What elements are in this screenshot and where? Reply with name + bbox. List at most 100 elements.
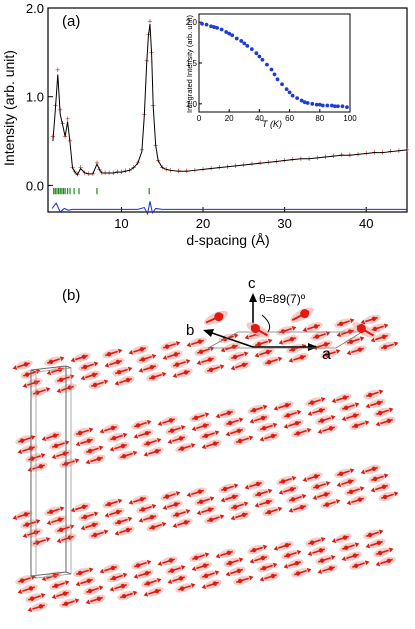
intensity-point [200,21,204,26]
moment-arrowhead [56,388,62,394]
magnetic-ion [237,578,243,584]
spin-site [363,389,384,400]
moment-arrowhead [151,503,157,509]
moment-arrow [143,365,156,371]
magnetic-ion [58,527,64,533]
magnetic-ion [328,566,334,571]
spin-site [373,407,394,418]
x-tick-label: 30 [277,216,291,231]
intensity-point [345,105,349,109]
moment-arrowhead [238,417,244,423]
moment-arrowhead [306,567,312,573]
spin-site [191,561,212,572]
spin-site [15,435,36,445]
spin-site [133,569,154,579]
spin-site [281,549,302,560]
moment-arrowhead [288,357,294,363]
spin-site [186,487,207,498]
magnetic-ion [53,443,59,449]
observed-point: + [147,16,152,26]
moment-arrowhead [296,409,302,415]
inset-y-axis-title: Integrated Intensity (arb. unit) [185,15,194,113]
spin-site [54,374,75,384]
moment-arrowhead [186,342,192,348]
spin-site [85,454,106,465]
spin-site [252,338,273,349]
moment-arrow [254,555,267,562]
moment-arrowhead [35,519,41,524]
spin-site [102,498,123,509]
magnetic-ion [212,581,218,586]
magnetic-ion [236,568,242,573]
moment-arrowhead [103,529,109,535]
spin-site [83,585,104,596]
intensity-point [275,77,280,82]
spin-site [136,503,157,514]
magnetic-ion [174,362,180,367]
moment-arrowhead [225,571,231,577]
magnetic-ion [58,377,64,383]
magnetic-ion [342,395,348,400]
magnetic-ion [226,550,232,555]
moment-arrow [148,449,161,455]
moment-arrowhead [238,557,244,563]
axis-legend: c θ=89(7)º a b [186,275,364,363]
magnetic-ion [376,540,382,545]
magnetic-ion [367,392,373,398]
moment-arrow [17,362,30,368]
magnetic-ion [207,507,213,512]
magnetic-ion [266,510,272,515]
magnetic-ion [145,441,151,446]
spin-site [162,350,183,360]
spin-site [378,341,399,352]
moment-arrowhead [388,547,394,553]
moment-arrowhead [185,359,191,364]
magnetic-ion [120,443,126,449]
moment-arrow [172,436,185,442]
moment-arrow [370,540,383,547]
magnetic-ion [92,532,98,538]
spin-site [365,398,386,409]
spin-site [375,556,396,567]
moment-arrowhead [104,512,110,518]
moment-arrowhead [12,365,18,370]
moment-arrowhead [30,435,36,440]
moment-arrow [119,527,132,534]
moment-arrowhead [365,403,371,409]
moment-arrow [235,512,248,519]
moment-arrow [230,568,243,575]
magnetic-ion [139,346,145,352]
magnetic-ion [226,410,232,415]
moment-arrowhead [244,484,250,490]
inset-frame [198,13,351,113]
magnetic-ion [237,438,243,444]
moment-arrowhead [122,432,128,438]
spin-site [257,422,278,433]
magnetic-ion [295,571,301,576]
moment-arrowhead [248,575,254,581]
magnetic-ion [110,425,116,431]
moment-arrowhead [156,437,162,443]
moment-arrow [294,429,307,436]
spin-site [175,583,196,593]
panel-b-label: (b) [62,287,80,304]
spin-site [283,559,304,569]
spin-site [189,552,210,562]
spin-site [363,529,384,540]
panel-a-label: (a) [62,13,80,30]
magnetic-ion [168,418,174,423]
moment-arrowhead [225,431,231,437]
moment-arrowhead [359,486,365,492]
moment-arrowhead [88,567,94,573]
moment-arrowhead [167,579,173,584]
y-axis-title: Intensity (arb. unit) [1,50,17,166]
magnetic-ion [77,570,83,576]
spin-site [360,314,381,325]
spin-site [117,450,138,461]
moment-arrowhead [172,523,178,528]
magnetic-ion [208,517,214,523]
spin-site [339,402,360,412]
intensity-point [272,72,277,77]
moment-arrow [318,417,331,423]
moment-arrowhead [354,542,360,548]
